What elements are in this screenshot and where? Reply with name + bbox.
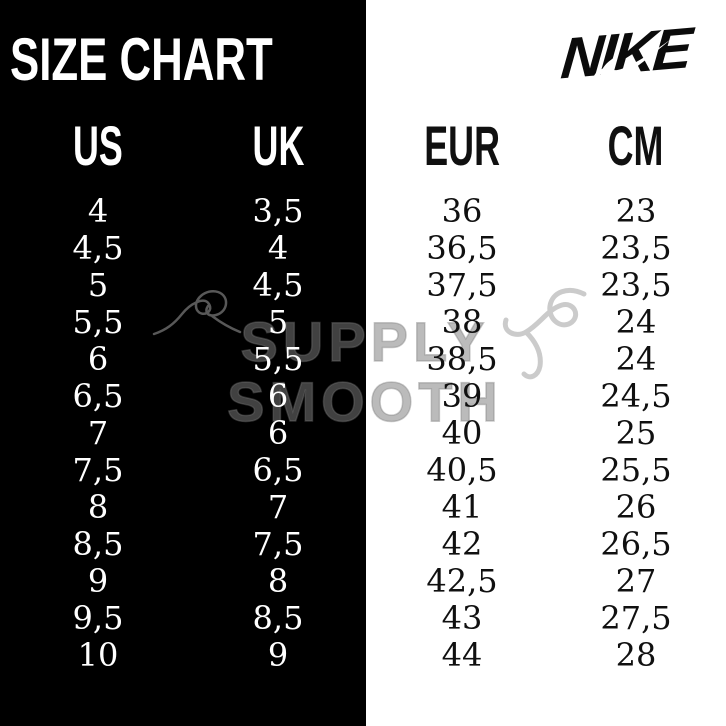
cm-cell: 27 [615,562,657,600]
eur-cell: 36,5 [426,229,498,267]
us-cell: 10 [77,636,119,674]
cm-column-cells: 23 23,5 23,5 24 24 24,5 25 25,5 26 26,5 27 27,5 28 [556,193,716,674]
eur-cell: 38 [441,303,483,341]
eur-cell: 41 [441,488,483,526]
uk-cell: 5 [267,303,289,341]
cm-cell: 24,5 [600,377,672,415]
us-column: US 4 4,5 5 5,5 6 6,5 7 7,5 8 8,5 9 9,5 10 [18,118,178,674]
eur-cell: 42,5 [426,562,498,600]
squiggle-left-icon [152,289,242,336]
eur-cell: 38,5 [426,340,498,378]
us-column-cells: 4 4,5 5 5,5 6 6,5 7 7,5 8 8,5 9 9,5 10 [18,193,178,674]
cm-column-header: CM [556,118,716,174]
eur-cell: 40,5 [426,451,498,489]
eur-cell: 43 [441,599,483,637]
uk-cell: 4,5 [252,266,304,304]
uk-cell: 8,5 [252,599,304,637]
us-cell: 7,5 [72,451,124,489]
uk-cell: 7 [267,488,289,526]
cm-cell: 23,5 [600,229,672,267]
watermark-line1: SUPPLY [240,310,490,373]
cm-column: CM 23 23,5 23,5 24 24 24,5 25 25,5 26 26,5 27 27,5 2… [556,118,716,674]
cm-cell: 26 [615,488,657,526]
uk-cell: 7,5 [252,525,304,563]
uk-cell: 3,5 [252,192,304,230]
cm-cell: 27,5 [600,599,672,637]
eur-cell: 37,5 [426,266,498,304]
us-cell: 4,5 [72,229,124,267]
eur-cell: 36 [441,192,483,230]
nike-logo: NIKE [556,16,714,98]
page-title: SIZE CHART [10,26,273,93]
cm-cell: 23 [615,192,657,230]
uk-cell: 5,5 [252,340,304,378]
eur-column-cells: 36 36,5 37,5 38 38,5 39 40 40,5 41 42 42,5 43 44 [382,193,542,674]
eur-cell: 42 [441,525,483,563]
us-cell: 6,5 [72,377,124,415]
us-cell: 8,5 [72,525,124,563]
cm-cell: 24 [615,303,657,341]
cm-cell: 24 [615,340,657,378]
eur-column: EUR 36 36,5 37,5 38 38,5 39 40 40,5 41 42 42,5 43 44 [382,118,542,674]
cm-cell: 23,5 [600,266,672,304]
us-cell: 8 [87,488,109,526]
left-panel [0,0,366,726]
uk-cell: 4 [267,229,289,267]
uk-cell: 8 [267,562,289,600]
eur-column-header-label: EUR [424,114,500,177]
watermark: SUPPLY SMOOTH [150,310,580,433]
cm-cell: 26,5 [600,525,672,563]
nike-swoosh-icon [593,37,674,90]
cm-column-header-label: CM [608,114,664,177]
cm-cell: 25,5 [600,451,672,489]
cm-cell: 25 [615,414,657,452]
us-cell: 5,5 [72,303,124,341]
uk-column-cells: 3,5 4 4,5 5 5,5 6 6 6,5 7 7,5 8 8,5 9 [198,193,358,674]
us-cell: 6 [87,340,109,378]
us-cell: 5 [87,266,109,304]
eur-column-header: EUR [382,118,542,174]
uk-column-header-label: UK [252,114,304,177]
uk-cell: 6 [267,414,289,452]
uk-cell: 9 [267,636,289,674]
us-column-header: US [18,118,178,174]
uk-cell: 6,5 [252,451,304,489]
eur-cell: 44 [441,636,483,674]
eur-cell: 39 [441,377,483,415]
cm-cell: 28 [615,636,657,674]
us-cell: 9 [87,562,109,600]
uk-cell: 6 [267,377,289,415]
us-cell: 4 [87,192,109,230]
us-column-header-label: US [73,114,123,177]
us-cell: 7 [87,414,109,452]
watermark-line2: SMOOTH [226,370,503,433]
eur-cell: 40 [441,414,483,452]
squiggle-right-icon [502,288,587,380]
uk-column-header: UK [198,118,358,174]
us-cell: 9,5 [72,599,124,637]
uk-column: UK 3,5 4 4,5 5 5,5 6 6 6,5 7 7,5 8 8,5 9 [198,118,358,674]
